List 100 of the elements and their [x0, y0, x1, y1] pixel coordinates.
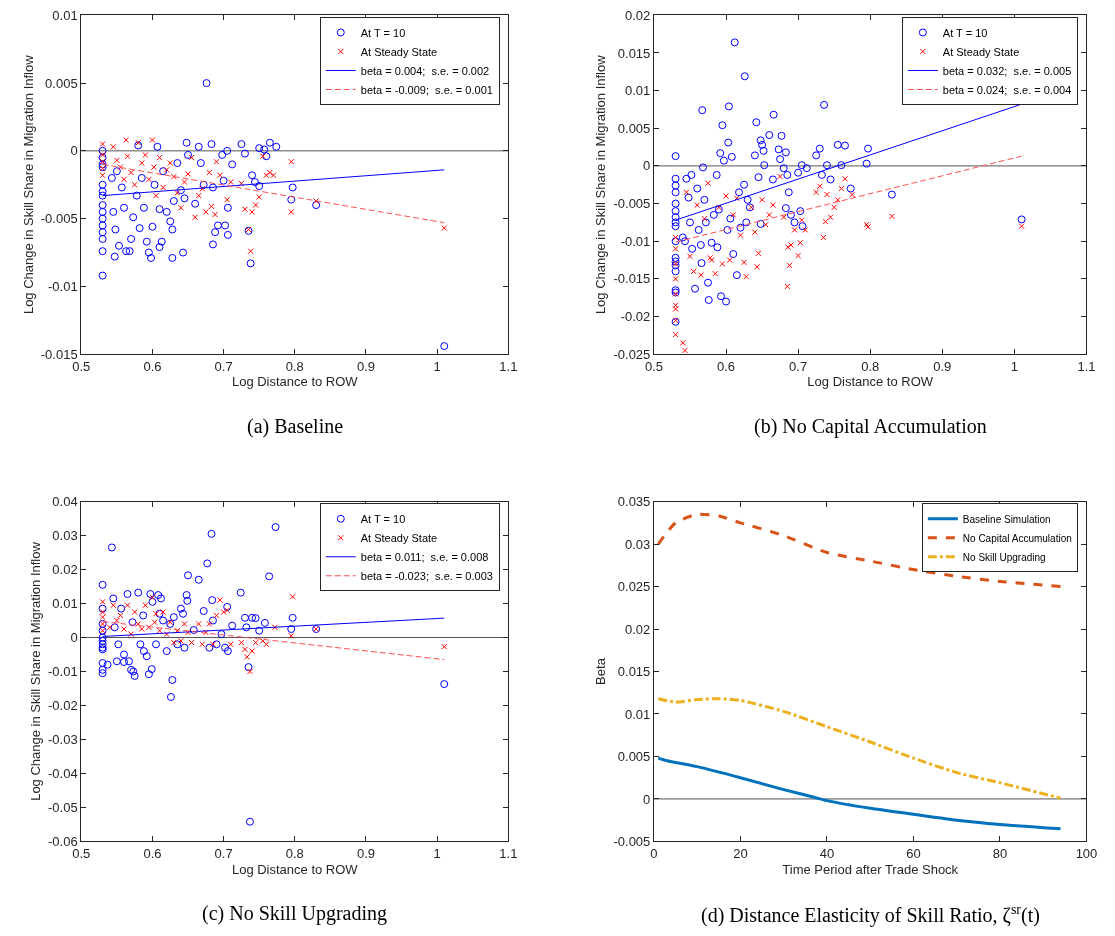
y-tick-label: -0.005 — [613, 833, 651, 849]
point — [170, 173, 177, 180]
legend-label: beta = 0.011; s.e. = 0.008 — [360, 551, 489, 564]
point — [238, 639, 245, 646]
y-tick-label: 0.015 — [617, 664, 651, 680]
point — [124, 602, 131, 609]
x-tick-label: 1 — [1010, 358, 1019, 374]
text: (c) No Skill Upgrading — [202, 902, 387, 925]
y-tick-label: 0 — [643, 158, 651, 174]
x-tick-label: 0.6 — [143, 846, 162, 862]
point — [256, 193, 263, 200]
point — [149, 137, 156, 144]
point — [106, 624, 113, 631]
point — [99, 609, 106, 616]
point — [128, 169, 135, 176]
point — [288, 208, 295, 215]
point — [213, 158, 220, 165]
y-tick-label: 0.03 — [52, 528, 78, 544]
point — [131, 609, 138, 616]
point — [163, 166, 170, 173]
y-tick-label: 0.025 — [617, 579, 651, 595]
point — [142, 602, 149, 609]
x-tick-label: 1.1 — [1077, 358, 1096, 374]
point — [135, 620, 142, 627]
point — [99, 614, 106, 621]
y-tick-label: -0.01 — [48, 278, 78, 294]
point — [181, 179, 188, 186]
point — [123, 137, 130, 144]
point — [441, 643, 448, 650]
point — [120, 176, 127, 183]
y-tick-label: 0.015 — [617, 45, 651, 61]
y-tick-label: 0.035 — [617, 494, 651, 510]
x-tick-label: 80 — [992, 846, 1008, 862]
point — [441, 225, 448, 232]
y-tick-label: 0.01 — [625, 83, 651, 99]
point — [110, 602, 117, 609]
x-tick-label: 100 — [1075, 846, 1098, 862]
x-tick-label: 1 — [433, 358, 441, 374]
y-tick-label: 0.01 — [52, 596, 78, 612]
point — [244, 653, 251, 660]
point — [117, 612, 124, 619]
y-tick-label: -0.005 — [40, 211, 78, 227]
point — [113, 617, 120, 624]
point — [288, 158, 295, 165]
point — [188, 154, 195, 161]
x-tick-label: 0.9 — [356, 358, 376, 374]
point — [224, 196, 231, 203]
point — [217, 172, 224, 179]
point — [156, 627, 163, 634]
point — [99, 598, 106, 605]
point — [202, 208, 209, 215]
point — [271, 624, 278, 631]
x-axis-title: Log Distance to ROW — [231, 861, 359, 877]
legend-label: Baseline Simulation — [962, 513, 1051, 525]
point — [195, 620, 202, 627]
y-tick-label: 0 — [70, 630, 78, 646]
y-tick-label: 0 — [70, 143, 78, 159]
x-tick-label: 0.8 — [861, 358, 880, 374]
legend-label: beta = -0.023; s.e. = 0.003 — [360, 570, 493, 583]
point — [289, 593, 296, 600]
x-tick-label: 60 — [906, 846, 921, 862]
point — [124, 153, 131, 160]
y-tick-label: 0.01 — [625, 706, 651, 722]
legend-label: At T = 10 — [942, 26, 988, 39]
x-tick-label: 0.8 — [285, 846, 304, 862]
point — [167, 160, 174, 167]
point — [185, 170, 192, 177]
point — [246, 668, 253, 675]
point — [117, 164, 124, 171]
text: (b) No Capital Accumulation — [754, 415, 987, 438]
point — [177, 204, 184, 211]
y-tick-label: -0.02 — [620, 309, 651, 325]
point — [131, 181, 138, 188]
y-tick-label: -0.05 — [48, 799, 78, 815]
legend-label: At Steady State — [942, 45, 1020, 58]
line-series — [656, 756, 1063, 831]
point — [113, 157, 120, 164]
point — [224, 607, 231, 614]
y-tick-label: 0.02 — [625, 7, 651, 23]
point — [145, 176, 152, 183]
y-tick-label: 0.01 — [52, 7, 78, 23]
point — [227, 641, 234, 648]
point — [160, 184, 167, 191]
point — [259, 153, 266, 160]
x-tick-label: 0.7 — [214, 846, 233, 862]
point — [99, 141, 106, 148]
x-tick-label: 40 — [819, 846, 835, 862]
legend-label: At T = 10 — [360, 26, 406, 39]
y-tick-label: -0.01 — [620, 233, 651, 249]
y-tick-label: -0.01 — [48, 664, 78, 680]
point — [174, 189, 181, 196]
x-tick-label: 0.7 — [214, 358, 233, 374]
point — [313, 198, 320, 205]
x-tick-label: 0.6 — [143, 358, 162, 374]
point — [213, 612, 220, 619]
point — [99, 151, 106, 158]
point — [252, 202, 259, 209]
point — [149, 594, 156, 601]
legend-label: No Capital Accumulation — [962, 532, 1072, 544]
y-tick-label: -0.02 — [48, 698, 78, 714]
